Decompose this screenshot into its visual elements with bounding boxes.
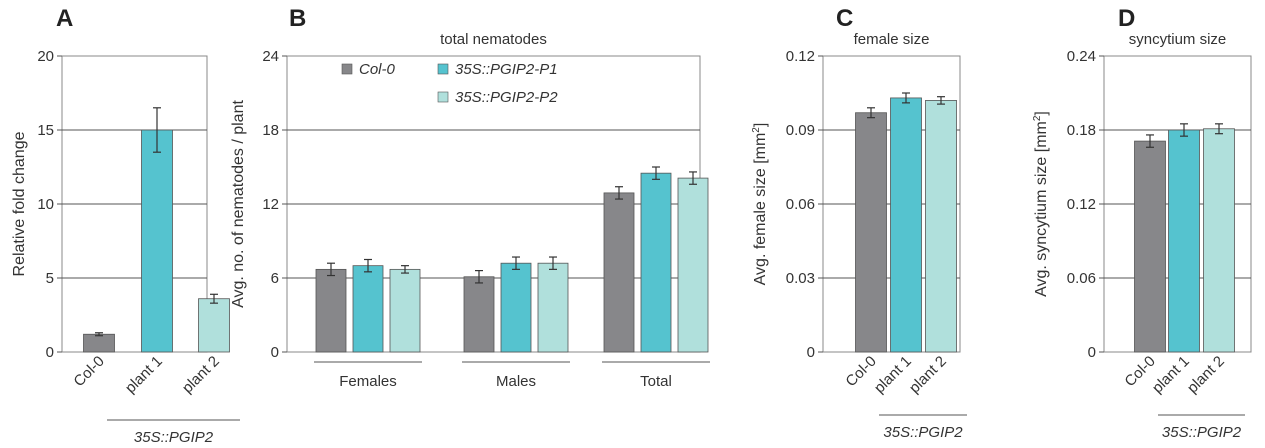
- panel-letter: C: [836, 5, 853, 32]
- y-axis-title: Avg. female size [mm2]: [751, 123, 769, 286]
- y-tick-label: 0: [1088, 344, 1096, 361]
- y-axis-title-text: Relative fold change: [11, 131, 28, 276]
- bar-total-series-2: [677, 177, 709, 353]
- chart-title: total nematodes: [440, 31, 547, 48]
- category-label: plant 2: [1184, 353, 1228, 397]
- chart-title: female size: [854, 31, 930, 48]
- category-label: Col-0: [70, 353, 107, 390]
- y-tick-label: 10: [37, 196, 54, 213]
- category-label: Females: [339, 373, 397, 390]
- y-axis-title-superscript: 2: [751, 127, 762, 133]
- y-tick-label: 15: [37, 122, 54, 139]
- bar-females-series-2: [389, 268, 421, 353]
- bar-col-0: [1134, 140, 1166, 353]
- category-label: Males: [496, 373, 536, 390]
- y-axis-title-superscript: 2: [1032, 115, 1043, 121]
- bar-total-series-0: [603, 192, 635, 353]
- bar-plant-2: [1203, 128, 1235, 353]
- legend-entry: Col-0: [359, 61, 396, 78]
- group-label: 35S::PGIP2: [1162, 424, 1242, 441]
- y-tick-label: 0.06: [1067, 270, 1096, 287]
- y-axis-title-text: Avg. syncytium size [mm: [1033, 121, 1050, 297]
- y-tick-label: 5: [46, 270, 54, 287]
- bar-females-series-0: [315, 268, 347, 353]
- panel-letter: A: [56, 5, 73, 32]
- y-axis-title: Avg. no. of nematodes / plant: [230, 100, 247, 308]
- panel-letter: D: [1118, 5, 1135, 32]
- bar-col-0: [855, 112, 887, 353]
- bar-col-0: [83, 333, 115, 353]
- y-tick-label: 20: [37, 48, 54, 65]
- bar-males-series-2: [537, 262, 569, 353]
- y-tick-label: 0.24: [1067, 48, 1096, 65]
- category-label: Total: [640, 373, 672, 390]
- bar-plant-1: [141, 129, 173, 353]
- bar-total-series-1: [640, 172, 672, 353]
- category-label: plant 1: [871, 353, 915, 397]
- y-tick-label: 0: [46, 344, 54, 361]
- y-axis-title: Avg. syncytium size [mm2]: [1032, 111, 1050, 297]
- category-label: plant 1: [1149, 353, 1193, 397]
- chart-panel-d: 0 0.06 0.12 0.18 0.24 Avg. syncytium size [mm…: [1032, 5, 1252, 441]
- y-tick-label: 12: [262, 196, 279, 213]
- y-tick-label: 0.03: [786, 270, 815, 287]
- bar-females-series-1: [352, 265, 384, 353]
- category-label: plant 2: [179, 353, 223, 397]
- category-label: plant 1: [122, 353, 166, 397]
- legend-entry: 35S::PGIP2-P2: [455, 89, 558, 106]
- chart-panel-b: 0 6 12 18 24 Avg. no. of nematodes / plant tot…: [230, 5, 710, 390]
- y-tick-label: 6: [271, 270, 279, 287]
- y-axis-title-end: ]: [1033, 111, 1050, 115]
- bar-plant-1: [1168, 129, 1200, 353]
- legend-swatch: [437, 91, 449, 103]
- legend-swatch: [437, 63, 449, 75]
- y-axis-title-text: Avg. female size [mm: [752, 133, 769, 286]
- y-axis-title-text: Avg. no. of nematodes / plant: [230, 100, 247, 308]
- y-tick-label: 0: [271, 344, 279, 361]
- group-label: 35S::PGIP2: [883, 424, 963, 441]
- legend-entry: 35S::PGIP2-P1: [455, 61, 558, 78]
- y-axis-title-end: ]: [752, 123, 769, 127]
- legend-swatch: [341, 63, 353, 75]
- panel-letter: B: [289, 5, 306, 32]
- y-axis-title: Relative fold change: [11, 131, 28, 276]
- y-tick-label: 0.18: [1067, 122, 1096, 139]
- group-label: 35S::PGIP2: [134, 429, 214, 446]
- chart-panel-a: 0 5 10 15 20 Relative fold change A Col-0 plant …: [11, 5, 240, 446]
- y-tick-label: 0.12: [1067, 196, 1096, 213]
- bar-plant-1: [890, 97, 922, 353]
- bar-males-series-1: [500, 262, 532, 353]
- bar-males-series-0: [463, 276, 495, 353]
- y-tick-label: 24: [262, 48, 279, 65]
- y-tick-label: 18: [262, 122, 279, 139]
- category-label: plant 2: [906, 353, 950, 397]
- bar-plant-2: [198, 298, 230, 353]
- y-tick-label: 0: [807, 344, 815, 361]
- bar-plant-2: [925, 100, 957, 353]
- y-tick-label: 0.06: [786, 196, 815, 213]
- chart-title: syncytium size: [1129, 31, 1227, 48]
- y-tick-label: 0.12: [786, 48, 815, 65]
- y-tick-label: 0.09: [786, 122, 815, 139]
- chart-panel-c: 0 0.03 0.06 0.09 0.12 Avg. female size [mm2] f…: [751, 5, 967, 441]
